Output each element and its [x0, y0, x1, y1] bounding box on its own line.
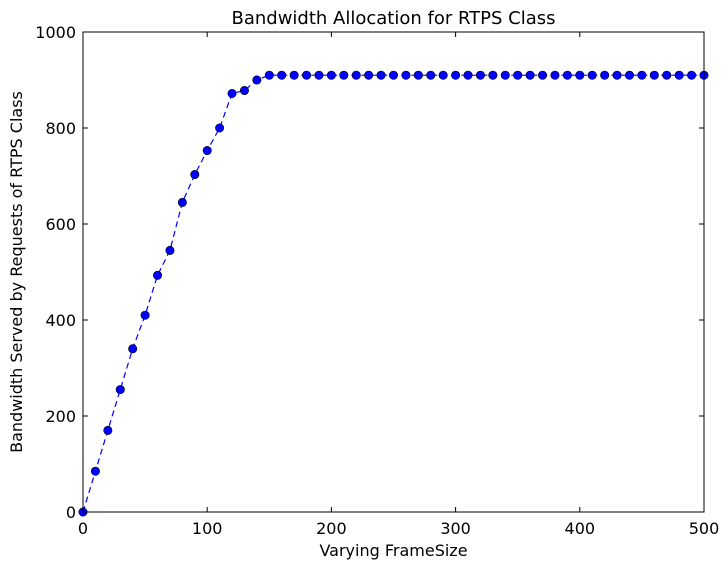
- y-tick-label: 800: [45, 119, 76, 138]
- x-tick-label: 200: [316, 519, 347, 538]
- y-tick-label: 400: [45, 311, 76, 330]
- data-point: [351, 70, 361, 80]
- data-point: [687, 70, 697, 80]
- data-point: [600, 70, 610, 80]
- data-point: [525, 70, 535, 80]
- x-axis-label: Varying FrameSize: [319, 541, 467, 560]
- data-point: [115, 385, 125, 395]
- data-point: [128, 344, 138, 354]
- data-point: [289, 70, 299, 80]
- chart-title: Bandwidth Allocation for RTPS Class: [231, 8, 555, 29]
- data-point: [413, 70, 423, 80]
- data-point: [475, 70, 485, 80]
- data-point: [364, 70, 374, 80]
- data-point: [674, 70, 684, 80]
- line-layer: [82, 74, 704, 513]
- data-point: [252, 75, 262, 85]
- y-tick-label: 600: [45, 215, 76, 234]
- x-tick-label: 100: [192, 519, 223, 538]
- y-tick-label: 200: [45, 407, 76, 426]
- data-point: [103, 425, 113, 435]
- x-tick-label: 500: [689, 519, 720, 538]
- y-axis-label: Bandwidth Served by Requests of RTPS Cla…: [7, 91, 26, 453]
- data-point: [165, 245, 175, 255]
- data-point: [239, 86, 249, 96]
- data-point: [140, 310, 150, 320]
- data-point: [426, 70, 436, 80]
- data-point: [376, 70, 386, 80]
- data-point: [612, 70, 622, 80]
- data-point: [587, 70, 597, 80]
- data-point: [550, 70, 560, 80]
- data-point: [90, 466, 100, 476]
- data-point: [264, 70, 274, 80]
- series-line: [82, 74, 704, 513]
- data-point: [177, 197, 187, 207]
- data-point: [451, 70, 461, 80]
- y-tick-label: 1000: [35, 23, 76, 42]
- data-point: [500, 70, 510, 80]
- x-tick-label: 0: [78, 519, 88, 538]
- x-tick-label: 400: [565, 519, 596, 538]
- data-point: [227, 88, 237, 98]
- data-point: [649, 70, 659, 80]
- data-point: [339, 70, 349, 80]
- point-layer: [78, 70, 709, 517]
- data-point: [438, 70, 448, 80]
- data-point: [314, 70, 324, 80]
- data-point: [326, 70, 336, 80]
- data-point: [538, 70, 548, 80]
- data-point: [463, 70, 473, 80]
- data-point: [277, 70, 287, 80]
- y-tick-label: 0: [66, 503, 76, 522]
- data-point: [637, 70, 647, 80]
- data-point: [215, 123, 225, 133]
- data-point: [302, 70, 312, 80]
- data-point: [153, 270, 163, 280]
- data-point: [388, 70, 398, 80]
- plot-frame: [82, 31, 705, 513]
- data-point: [662, 70, 672, 80]
- data-point: [562, 70, 572, 80]
- data-point: [488, 70, 498, 80]
- x-tick-label: 300: [440, 519, 471, 538]
- data-point: [624, 70, 634, 80]
- data-point: [401, 70, 411, 80]
- tick-layer: 0 100 200 300 400 500 0 200 400 600 800 1000: [35, 23, 719, 538]
- data-point: [202, 146, 212, 156]
- data-point: [575, 70, 585, 80]
- data-point: [513, 70, 523, 80]
- data-point: [190, 170, 200, 180]
